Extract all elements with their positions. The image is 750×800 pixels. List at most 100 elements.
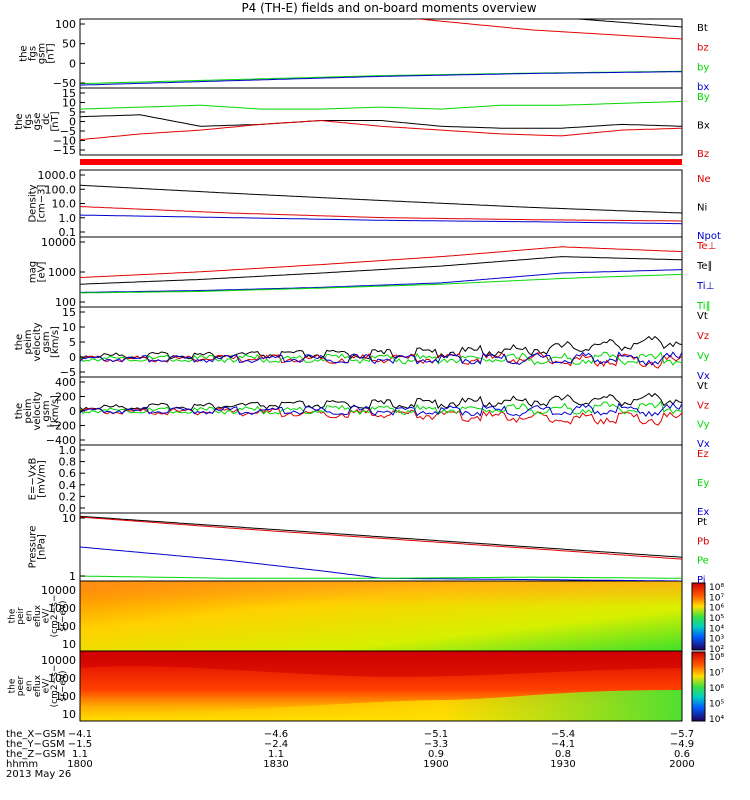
series-temperature-black [80,256,682,285]
ytick-fgs-gsm: −50 [53,77,76,90]
series-layer [80,19,682,581]
ytick-density: 10.0 [52,198,77,211]
legend-temperature-Ti⊥: Ti⊥ [696,281,714,292]
colorbar-electron [691,651,706,722]
ylabel-line-peer-en-eflux: the [8,678,18,693]
xaxis-value: −1.5 [68,739,92,750]
colorbar-tick-peer-en-eflux: 10⁵ [709,700,724,710]
xaxis-value: 0.8 [555,749,571,760]
panel-frame-density [79,169,683,238]
legend-temperature-Te∥: Te∥ [696,261,713,272]
xaxis-row-label: the_Z−GSM [6,749,65,760]
colorbar-tick-peer-en-eflux: 10⁴ [709,715,724,725]
legend-velocity-peim-2-Vx: Vx [697,439,710,450]
chart-title: P4 (TH-E) fields and on-board moments ov… [241,1,536,15]
ylabel-line-peir-en-eflux: en [25,610,35,621]
legend-fgs-gsm-bx: bx [697,82,709,93]
panel-frame-velocity-1 [79,306,683,378]
xaxis-value: −4.1 [551,739,575,750]
ytick-density: 100.0 [45,183,77,196]
series-pressure-red [80,516,682,560]
ytick-velocity-peim-1: 10 [62,321,76,334]
series-density-blue [80,214,682,225]
colorbar-ion [691,582,706,651]
ylabel-line-pressure: [nPa] [37,534,48,560]
legend-fgs-gsm-bz: bz [697,43,709,54]
legend-temperature-Te⊥: Te⊥ [696,241,716,252]
series-velocity-peim-2-green [80,400,682,416]
colorbar-tick-peer-en-eflux: 10⁶ [709,684,724,694]
xaxis-value: 1.1 [72,749,88,760]
colorbar-tick-peir-en-eflux: 10⁴ [709,624,724,634]
ylabel-line-density: Density [28,184,39,222]
legend-density-Ni: Ni [697,203,707,214]
ylabel-line-peer-en-eflux: eV/ [42,678,52,694]
legend-pressure-Pt: Pt [697,517,707,528]
ylabel-line-e-vxb: [mV/m] [37,460,48,498]
ytick-velocity-peim-2: 200 [55,391,76,404]
spectrogram-electron-core [80,651,682,677]
ylabel-line-pressure: Pressure [28,526,39,569]
ylabel-line-velocity-peim-1: the [14,334,25,350]
ylabel-line-velocity-peim-2: the [14,403,25,419]
spectrogram-electron-frame [79,650,683,722]
ytick-fgs-gse-dc: 0 [69,116,76,129]
legend-velocity-peim-2-Vt: Vt [697,381,708,392]
ylabel-line-peer-en-eflux: sr−eV) [59,670,69,701]
series-fgs-gsm-blue [80,71,682,86]
ytick-fgs-gse-dc: 5 [69,106,76,119]
ytick-velocity-peim-1: 0 [69,351,76,364]
ytick-fgs-gse-dc: −10 [53,135,76,148]
colorbar-tick-peir-en-eflux: 10⁵ [709,614,724,624]
ylabel-line-fgs-gse-dc: _dc [41,113,52,131]
spectrogram-electron [79,650,706,722]
ylabel-line-fgs-gsm: fgs [28,46,39,61]
xaxis-value: 0.6 [674,749,690,760]
xaxis-value: 1930 [550,759,575,770]
ylabel-line-velocity-peim-1: velocity [32,322,43,361]
ylabel-line-peer-en-eflux: en [25,680,35,691]
ytick-fgs-gsm: 0 [69,57,76,70]
series-velocity-peim-2-blue [80,402,682,417]
colorbar-tick-peer-en-eflux: 10⁸ [709,653,724,663]
xaxis-date: 2013 May 26 [6,769,71,780]
legend-e-vxb-Ez: Ez [697,449,709,460]
xaxis-row-label: the_X−GSM [6,729,65,740]
ytick-density: 1000.0 [38,169,77,182]
ytick-temperature: 1000 [48,266,76,279]
label-layer: 100500−50thefgsgsm[nT]Btbzbybx151050−5−1… [6,18,724,780]
series-temperature-green [80,273,682,294]
series-velocity-peim-2-red [80,407,682,426]
ytick-density: 1.0 [59,212,77,225]
legend-velocity-peim-1-Vz: Vz [697,331,709,342]
ytick-e-vxb: 1.0 [59,444,77,457]
series-fgs-gse-dc-black [80,114,682,129]
ytick-peir-en-eflux: 1000 [48,602,76,615]
legend-fgs-gse-dc-Bx: Bx [697,121,710,132]
ytick-fgs-gsm: 100 [55,18,76,31]
ytick-velocity-peim-1: −5 [60,366,76,379]
ytick-peer-en-eflux: 100 [55,690,76,703]
xaxis-row-label: the_Y−GSM [6,739,65,750]
spectrogram-ion-top [80,581,682,606]
ylabel-line-velocity-peim-2: velocity [32,391,43,430]
xaxis-value: −5.4 [551,729,575,740]
ytick-velocity-peim-2: −200 [46,420,76,433]
ylabel-line-fgs-gse-dc: gse [32,113,43,131]
series-fgs-gse-dc-green [80,100,682,110]
legend-density-Ne: Ne [697,174,711,185]
panel-frame-fgs-gse [79,87,683,156]
series-pressure-green [80,575,682,579]
xaxis-value: −2.4 [264,739,288,750]
ytick-temperature: 100 [55,296,76,309]
ytick-velocity-peim-2: 0 [69,405,76,418]
legend-pressure-Pb: Pb [697,536,709,547]
series-pressure-black [80,515,682,558]
series-temperature-red [80,246,682,278]
xaxis-value: 0.9 [428,749,444,760]
ytick-density: 0.1 [59,226,77,239]
ylabel-line-fgs-gsm: gsm [37,43,48,64]
